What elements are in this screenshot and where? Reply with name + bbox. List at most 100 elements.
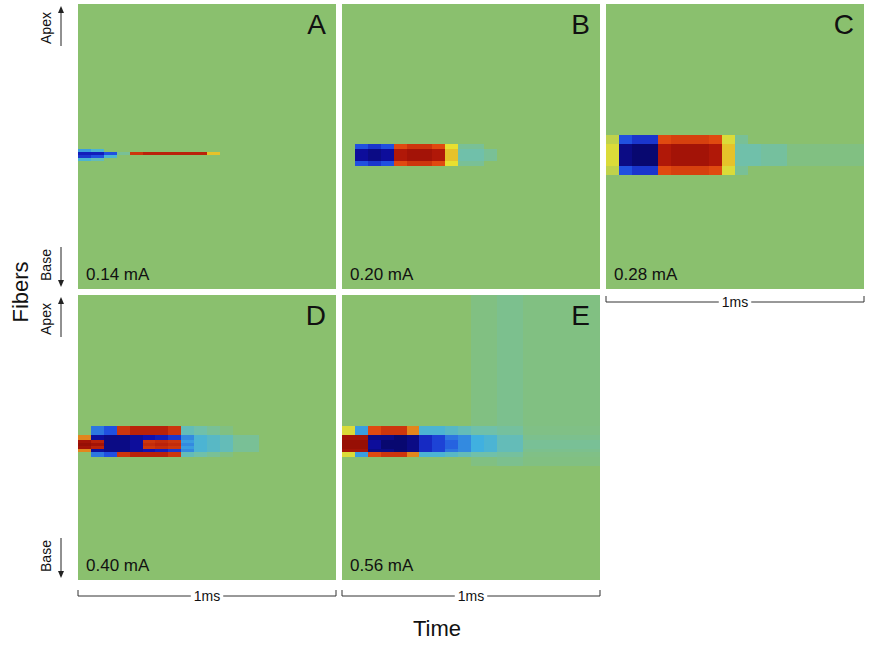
heatmap-cell bbox=[104, 457, 117, 466]
heatmap-cell bbox=[220, 466, 233, 580]
heatmap-cell bbox=[342, 449, 355, 452]
arrow-line bbox=[61, 538, 62, 574]
heatmap-cell bbox=[155, 158, 168, 161]
heatmap-cell bbox=[432, 161, 445, 167]
heatmap-cell bbox=[168, 149, 181, 152]
heatmap-cell bbox=[696, 152, 709, 155]
heatmap-cell bbox=[471, 435, 484, 441]
heatmap-cell bbox=[761, 144, 787, 150]
axis-end-label: Base bbox=[38, 249, 54, 281]
heatmap-cell bbox=[606, 155, 619, 158]
heatmap-cell bbox=[104, 452, 117, 458]
heatmap-cell bbox=[91, 152, 104, 155]
heatmap-cell bbox=[523, 135, 600, 144]
heatmap-cell bbox=[432, 452, 445, 458]
heatmap-cell bbox=[445, 149, 458, 152]
heatmap-cell bbox=[155, 155, 168, 158]
heatmap-cell bbox=[748, 166, 761, 175]
heatmap-cell bbox=[497, 149, 523, 152]
heatmap-cell bbox=[606, 4, 619, 136]
heatmap-cell bbox=[432, 166, 445, 175]
heatmap-cell bbox=[658, 135, 671, 144]
heatmap-cell bbox=[407, 452, 420, 458]
heatmap-cell bbox=[632, 158, 645, 161]
heatmap-cell bbox=[419, 466, 432, 580]
heatmap-cell bbox=[619, 4, 632, 136]
heatmap-cell bbox=[671, 155, 684, 158]
heatmap-cell bbox=[645, 152, 658, 155]
heatmap-cell bbox=[394, 446, 407, 449]
heatmap-cells bbox=[78, 295, 336, 580]
heatmap-cell bbox=[735, 166, 748, 175]
heatmap-cell bbox=[207, 452, 220, 458]
heatmap-cell bbox=[194, 152, 207, 155]
heatmap-cell bbox=[143, 144, 156, 150]
heatmap-cell bbox=[432, 155, 445, 158]
heatmap-cell bbox=[471, 135, 484, 144]
heatmap-cell bbox=[484, 440, 497, 443]
heatmap-cell bbox=[143, 152, 156, 155]
heatmap-cell bbox=[355, 152, 368, 155]
scale-bar-label: 1ms bbox=[194, 588, 220, 604]
heatmap-cell bbox=[407, 443, 420, 446]
heatmap-cell bbox=[787, 158, 864, 161]
heatmap-cell bbox=[91, 4, 104, 136]
heatmap-cell bbox=[735, 152, 748, 155]
heatmap-cell bbox=[432, 144, 445, 150]
heatmap-cell bbox=[683, 161, 696, 167]
heatmap-cell bbox=[342, 446, 355, 449]
heatmap-cell bbox=[458, 161, 471, 167]
heatmap-cell bbox=[458, 452, 471, 458]
heatmap-cell bbox=[104, 443, 117, 446]
heatmap-cell bbox=[407, 144, 420, 150]
heatmap-cell bbox=[207, 457, 220, 466]
heatmap-cell bbox=[523, 295, 600, 427]
heatmap-cell bbox=[394, 449, 407, 452]
heatmap-cell bbox=[143, 158, 156, 161]
heatmap-cell bbox=[207, 135, 220, 144]
heatmap-cell bbox=[761, 155, 787, 158]
heatmap-cell bbox=[342, 158, 355, 161]
heatmap-cell bbox=[722, 152, 735, 155]
heatmap-cell bbox=[259, 158, 336, 161]
heatmap-cell bbox=[523, 166, 600, 175]
heatmap-cell bbox=[78, 155, 91, 158]
heatmap-cell bbox=[458, 152, 471, 155]
heatmap-cell bbox=[91, 155, 104, 158]
heatmap-cell bbox=[606, 158, 619, 161]
heatmap-cell bbox=[484, 452, 497, 458]
heatmap-cell bbox=[355, 435, 368, 441]
heatmap-cell bbox=[471, 144, 484, 150]
heatmap-cell bbox=[194, 440, 207, 443]
heatmap-cell bbox=[181, 466, 194, 580]
heatmap-cell bbox=[407, 435, 420, 441]
heatmap-cell bbox=[709, 155, 722, 158]
heatmap-cell bbox=[259, 449, 336, 452]
heatmap-cell bbox=[342, 161, 355, 167]
heatmap-cell bbox=[471, 426, 484, 435]
heatmap-cell bbox=[619, 161, 632, 167]
heatmap-cell bbox=[407, 161, 420, 167]
heatmap-cell bbox=[78, 435, 91, 441]
heatmap-cell bbox=[709, 161, 722, 167]
heatmap-cell bbox=[342, 144, 355, 150]
heatmap-cell bbox=[155, 135, 168, 144]
heatmap-cell bbox=[432, 135, 445, 144]
heatmap-cell bbox=[168, 426, 181, 435]
heatmap-cell bbox=[91, 435, 104, 441]
heatmap-cell bbox=[523, 440, 600, 443]
panel-background bbox=[78, 4, 336, 289]
heatmap-cell bbox=[381, 158, 394, 161]
heatmap-cell bbox=[117, 135, 130, 144]
heatmap-cell bbox=[130, 452, 143, 458]
heatmap-cell bbox=[259, 144, 336, 150]
heatmap-cell bbox=[407, 449, 420, 452]
heatmap-cell bbox=[168, 295, 181, 427]
heatmap-cell bbox=[143, 449, 156, 452]
heatmap-cell bbox=[381, 443, 394, 446]
heatmap-cell bbox=[471, 161, 484, 167]
heatmap-cell bbox=[207, 4, 220, 136]
heatmap-cell bbox=[445, 152, 458, 155]
heatmap-cell bbox=[91, 443, 104, 446]
heatmap-cell bbox=[787, 135, 864, 144]
